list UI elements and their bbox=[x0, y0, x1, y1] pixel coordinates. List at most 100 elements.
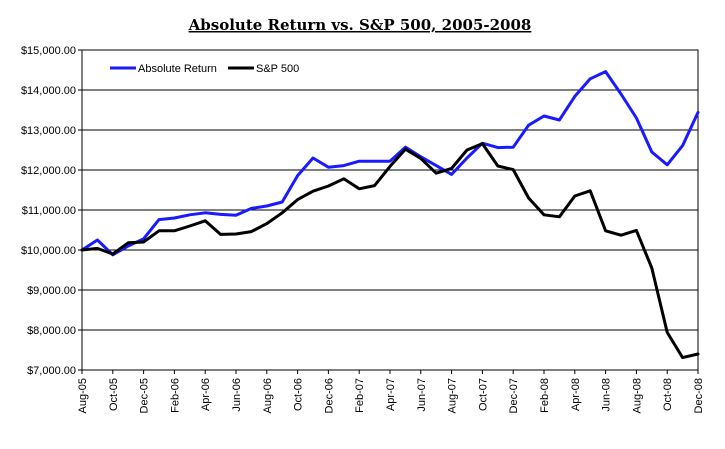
data-point bbox=[619, 92, 623, 96]
data-point bbox=[142, 240, 145, 244]
data-point bbox=[558, 118, 561, 122]
data-point bbox=[281, 211, 284, 214]
x-tick-label: Oct-07 bbox=[477, 378, 489, 411]
data-point bbox=[234, 232, 238, 236]
data-point bbox=[173, 229, 176, 232]
data-point bbox=[188, 224, 191, 228]
data-point bbox=[681, 356, 684, 359]
series-line-sp500 bbox=[80, 142, 700, 360]
data-point bbox=[542, 114, 546, 118]
data-point bbox=[465, 148, 469, 152]
data-point bbox=[204, 219, 207, 222]
x-tick-label: Feb-07 bbox=[354, 378, 366, 413]
data-point bbox=[650, 150, 653, 154]
x-tick-label: Dec-05 bbox=[139, 378, 151, 413]
data-point bbox=[604, 229, 607, 232]
data-point bbox=[373, 184, 376, 187]
data-point bbox=[388, 160, 392, 163]
data-point bbox=[311, 190, 315, 193]
y-tick-label: $7,000.00 bbox=[27, 365, 76, 377]
data-point bbox=[111, 252, 115, 256]
data-point bbox=[635, 116, 638, 120]
x-tick-label: Apr-06 bbox=[200, 378, 212, 411]
data-point bbox=[234, 214, 238, 217]
x-tick-label: Dec-08 bbox=[693, 378, 705, 413]
data-point bbox=[127, 244, 130, 248]
data-point bbox=[250, 230, 253, 233]
data-point bbox=[512, 146, 515, 149]
x-tick-label: Oct-08 bbox=[662, 378, 674, 411]
y-tick-label: $11,000.00 bbox=[22, 205, 76, 217]
data-point bbox=[342, 177, 345, 180]
x-tick-label: Oct-06 bbox=[293, 378, 305, 411]
data-point bbox=[435, 172, 438, 175]
data-point bbox=[157, 218, 161, 221]
x-tick-label: Jun-07 bbox=[416, 378, 428, 412]
data-point bbox=[589, 189, 592, 192]
data-point bbox=[604, 70, 607, 73]
data-point bbox=[573, 95, 576, 98]
data-point bbox=[589, 77, 592, 81]
data-point bbox=[404, 148, 407, 151]
legend-label: Absolute Return bbox=[138, 63, 217, 75]
data-point bbox=[327, 166, 330, 169]
data-point bbox=[573, 194, 576, 198]
x-tick-label: Dec-07 bbox=[508, 378, 520, 413]
data-point bbox=[358, 187, 361, 190]
data-point bbox=[250, 207, 253, 210]
data-point bbox=[373, 160, 376, 163]
data-point bbox=[296, 174, 299, 177]
x-tick-label: Dec-06 bbox=[323, 378, 335, 413]
data-point bbox=[558, 215, 561, 218]
data-point bbox=[527, 196, 530, 200]
data-point bbox=[635, 229, 638, 232]
data-point bbox=[666, 331, 669, 334]
y-tick-label: $8,000.00 bbox=[27, 325, 76, 337]
x-tick-label: Aug-08 bbox=[631, 378, 643, 413]
data-point bbox=[96, 247, 99, 250]
x-tick-label: Apr-07 bbox=[385, 378, 397, 411]
data-point bbox=[96, 238, 99, 242]
legend: Absolute Return S&P 500 bbox=[110, 63, 299, 75]
data-point bbox=[327, 184, 330, 188]
x-tick-label: Jun-06 bbox=[231, 378, 243, 412]
legend-label: S&P 500 bbox=[256, 63, 299, 75]
x-tick-label: Apr-08 bbox=[570, 378, 582, 411]
y-tick-label: $13,000.00 bbox=[21, 125, 76, 137]
series-points bbox=[80, 142, 700, 359]
data-point bbox=[696, 111, 700, 114]
chart-title: Absolute Return vs. S&P 500, 2005-2008 bbox=[188, 16, 532, 34]
data-point bbox=[650, 266, 653, 270]
data-point bbox=[80, 248, 84, 252]
x-tick-label: Aug-07 bbox=[447, 378, 459, 413]
data-point bbox=[388, 165, 392, 168]
data-point bbox=[542, 213, 546, 216]
data-point bbox=[219, 213, 222, 216]
data-point bbox=[496, 164, 499, 168]
data-point bbox=[358, 160, 361, 163]
data-point bbox=[265, 204, 268, 208]
data-point bbox=[342, 164, 345, 167]
y-tick-label: $9,000.00 bbox=[27, 285, 76, 297]
y-tick-label: $12,000.00 bbox=[21, 165, 76, 177]
data-point bbox=[404, 146, 407, 149]
data-point bbox=[127, 241, 130, 244]
data-point bbox=[311, 156, 315, 160]
data-point bbox=[696, 352, 700, 356]
data-point bbox=[481, 142, 484, 145]
data-point bbox=[157, 229, 161, 232]
data-point bbox=[465, 156, 469, 160]
data-point bbox=[666, 163, 669, 166]
x-tick-label: Oct-05 bbox=[108, 378, 120, 411]
x-tick-label: Feb-06 bbox=[169, 378, 181, 413]
x-tick-label: Jun-08 bbox=[601, 378, 613, 412]
data-point bbox=[527, 124, 530, 127]
data-point bbox=[281, 200, 284, 204]
data-point bbox=[219, 233, 222, 236]
data-point bbox=[450, 167, 453, 170]
data-point bbox=[265, 222, 268, 225]
y-tick-label: $14,000.00 bbox=[21, 85, 76, 97]
data-point bbox=[173, 216, 176, 220]
y-tick-label: $15,000.00 bbox=[21, 45, 76, 57]
